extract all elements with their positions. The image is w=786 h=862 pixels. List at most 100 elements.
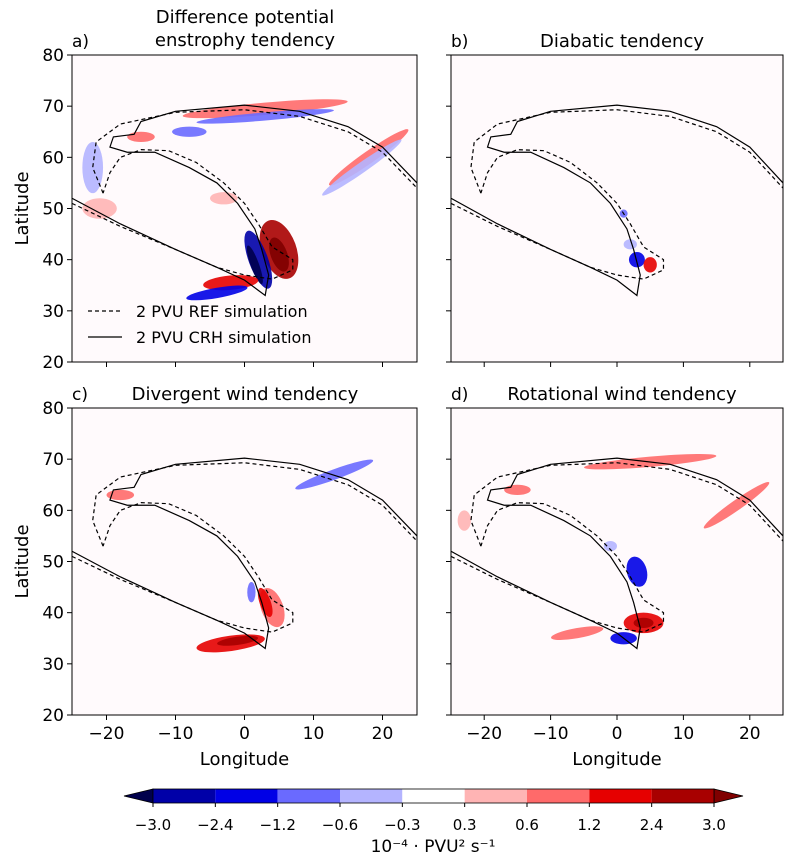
contour-fill (210, 192, 238, 205)
contour-fill (82, 198, 117, 219)
colorbar-label: 10⁻⁴ · PVU² s⁻¹ (371, 837, 496, 857)
colorbar-segment (153, 789, 216, 803)
x-tick-label: −10 (533, 724, 569, 744)
colorbar-tick-label: −0.3 (384, 816, 420, 834)
contour-fill (196, 109, 334, 124)
panel-title: enstrophy tendency (155, 30, 335, 51)
contour-fill (82, 141, 104, 194)
contour-fill (127, 131, 155, 142)
crh-outline (450, 104, 784, 297)
y-tick-label: 30 (42, 655, 64, 675)
ref-outline (470, 109, 784, 194)
contour-fill (628, 251, 645, 268)
legend-label: 2 PVU REF simulation (136, 302, 308, 321)
colorbar-tick-label: −0.6 (322, 816, 358, 834)
panel-title: Difference potential (156, 7, 335, 28)
x-axis-label: Longitude (572, 749, 662, 770)
x-tick-label: 10 (673, 724, 695, 744)
colorbar-tick-label: 0.3 (453, 816, 477, 834)
field (82, 99, 409, 301)
y-tick-label: 30 (42, 302, 64, 322)
panel-label: a) (72, 32, 89, 52)
x-tick-label: 20 (739, 724, 761, 744)
y-tick-label: 40 (42, 251, 64, 271)
colorbar-tick-label: −2.4 (197, 816, 233, 834)
contour-fill (257, 587, 273, 617)
panel-title: Rotational wind tendency (507, 384, 737, 405)
y-tick-label: 40 (42, 604, 64, 624)
field (457, 454, 770, 645)
y-tick-label: 80 (42, 399, 64, 419)
panel-label: c) (72, 385, 88, 405)
panel-title: Diabatic tendency (540, 31, 704, 52)
colorbar-tick-label: 0.6 (515, 816, 539, 834)
contour-fill (172, 126, 207, 137)
panel-title: Divergent wind tendency (132, 384, 359, 405)
x-axis-label: Longitude (200, 749, 290, 770)
y-tick-label: 70 (42, 97, 64, 117)
plot-area (451, 55, 783, 362)
y-tick-label: 60 (42, 148, 64, 168)
ref-outline (450, 149, 665, 280)
contour-fill (295, 459, 374, 490)
contour-fill (703, 481, 770, 529)
plot-area (451, 408, 783, 715)
legend-label: 2 PVU CRH simulation (136, 328, 311, 347)
y-tick-label: 70 (42, 450, 64, 470)
y-tick-label: 80 (42, 46, 64, 66)
colorbar-tick-label: −3.0 (135, 816, 171, 834)
crh-outline (71, 457, 418, 650)
colorbar-extend (123, 788, 154, 804)
ref-outline (470, 462, 784, 547)
plot-area (72, 408, 417, 715)
colorbar-segment (527, 789, 590, 803)
crh-outline (450, 457, 784, 650)
crh-outline (71, 104, 418, 297)
contour-fill (633, 617, 654, 629)
y-tick-label: 20 (42, 706, 64, 726)
contour-fill (457, 510, 471, 531)
colorbar-segment (464, 789, 527, 803)
x-tick-label: 0 (612, 724, 623, 744)
y-tick-label: 20 (42, 353, 64, 373)
colorbar-tick-label: −1.2 (259, 816, 295, 834)
field (619, 209, 657, 273)
colorbar-segment (402, 789, 465, 803)
colorbar-extend (713, 788, 744, 804)
contour-fill (504, 484, 531, 495)
contour-fill (322, 139, 402, 196)
contour-fill (603, 541, 617, 552)
x-tick-label: −20 (466, 724, 502, 744)
contour-fill (623, 239, 637, 250)
colorbar-segment (651, 789, 714, 803)
contour-fill (246, 245, 263, 285)
contour-fill (643, 257, 657, 273)
y-tick-label: 50 (42, 553, 64, 573)
y-axis-label: Latitude (12, 171, 33, 245)
contour-fill (269, 237, 289, 272)
y-axis-label: Latitude (12, 524, 33, 598)
colorbar-frame (152, 788, 715, 804)
field (106, 459, 374, 653)
contour-fill (186, 285, 248, 301)
contour-fill (106, 489, 135, 501)
colorbar-tick-label: 1.2 (577, 816, 601, 834)
panel-label: b) (451, 32, 468, 52)
colorbar-segment (277, 789, 340, 803)
colorbar-segment (215, 789, 278, 803)
colorbar-segment (589, 789, 652, 803)
colorbar-tick-label: 3.0 (702, 816, 726, 834)
contour-fill (217, 635, 259, 646)
contour-fill (182, 99, 348, 119)
x-tick-label: −10 (158, 724, 194, 744)
colorbar-tick-label: 2.4 (640, 816, 664, 834)
ref-outline (450, 502, 665, 633)
x-tick-label: −20 (89, 724, 125, 744)
panel-label: d) (451, 385, 468, 405)
y-tick-label: 60 (42, 501, 64, 521)
contour-fill (550, 626, 604, 640)
contour-fill (244, 230, 273, 289)
x-tick-label: 10 (303, 724, 325, 744)
y-tick-label: 50 (42, 200, 64, 220)
